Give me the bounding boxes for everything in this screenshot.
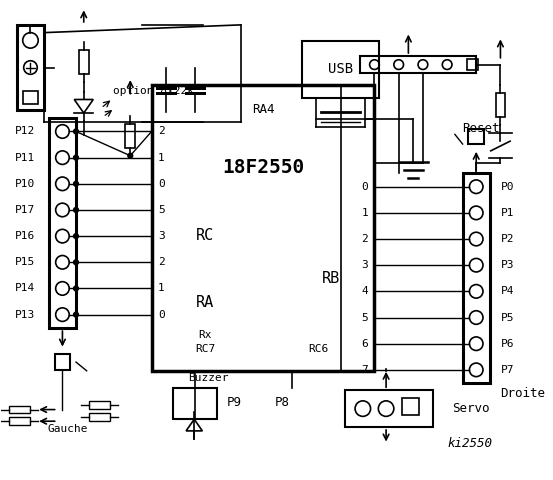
Text: RA4: RA4 [252, 103, 274, 116]
Text: P6: P6 [500, 339, 514, 348]
Text: Rx: Rx [198, 330, 212, 340]
Text: Servo: Servo [452, 402, 489, 415]
Text: P15: P15 [15, 257, 35, 267]
Bar [55, 354, 70, 370]
Bar [346, 390, 432, 427]
Text: P11: P11 [15, 153, 35, 163]
Circle shape [74, 234, 79, 239]
Bar [467, 59, 478, 71]
Text: Reset: Reset [462, 122, 499, 135]
Text: 5: 5 [362, 312, 368, 323]
Text: 4: 4 [362, 287, 368, 296]
Circle shape [74, 129, 79, 134]
Text: RC: RC [196, 228, 214, 243]
Text: 18F2550: 18F2550 [222, 158, 304, 177]
Text: 3: 3 [362, 260, 368, 270]
Text: P14: P14 [15, 284, 35, 293]
Text: option 8x22k: option 8x22k [113, 86, 194, 96]
Text: 2: 2 [158, 126, 165, 136]
Bar [173, 388, 217, 419]
Text: 1: 1 [158, 284, 165, 293]
Text: P4: P4 [500, 287, 514, 296]
Text: Droite: Droite [500, 386, 545, 400]
Text: P7: P7 [500, 365, 514, 375]
Bar [126, 124, 135, 148]
Text: 7: 7 [362, 365, 368, 375]
Text: P1: P1 [500, 208, 514, 218]
Circle shape [74, 155, 79, 160]
Text: P16: P16 [15, 231, 35, 241]
Text: 5: 5 [158, 205, 165, 215]
Bar [360, 56, 476, 73]
Text: 1: 1 [362, 208, 368, 218]
Text: P3: P3 [500, 260, 514, 270]
Text: Gauche: Gauche [47, 424, 87, 434]
Text: P17: P17 [15, 205, 35, 215]
Text: P12: P12 [15, 126, 35, 136]
Text: P9: P9 [226, 396, 242, 409]
Circle shape [74, 312, 79, 317]
Text: 6: 6 [362, 339, 368, 348]
Bar [17, 25, 44, 110]
Bar [23, 91, 38, 104]
Text: P0: P0 [500, 182, 514, 192]
Text: 2: 2 [362, 234, 368, 244]
Bar [463, 173, 490, 384]
Text: RA: RA [196, 296, 214, 311]
Circle shape [74, 181, 79, 186]
Bar [88, 401, 110, 408]
Text: Buzzer: Buzzer [189, 372, 229, 383]
Bar [79, 50, 88, 74]
Bar [495, 93, 505, 117]
Circle shape [74, 286, 79, 291]
Bar [152, 85, 374, 371]
Text: ki2550: ki2550 [447, 437, 492, 450]
Bar [401, 398, 419, 415]
Bar [468, 129, 484, 144]
Text: 3: 3 [158, 231, 165, 241]
Text: RC7: RC7 [195, 344, 215, 354]
Text: 0: 0 [158, 310, 165, 320]
Bar [9, 406, 30, 413]
Circle shape [74, 260, 79, 264]
Text: P10: P10 [15, 179, 35, 189]
Text: 1: 1 [158, 153, 165, 163]
Text: USB: USB [328, 62, 353, 76]
Text: 2: 2 [158, 257, 165, 267]
Text: P13: P13 [15, 310, 35, 320]
Text: RC6: RC6 [308, 344, 328, 354]
Circle shape [74, 207, 79, 212]
Text: 0: 0 [158, 179, 165, 189]
Circle shape [128, 153, 133, 158]
Text: P5: P5 [500, 312, 514, 323]
Text: P2: P2 [500, 234, 514, 244]
Text: P8: P8 [275, 396, 290, 409]
Bar [9, 417, 30, 425]
Text: RB: RB [322, 271, 340, 286]
Bar [49, 118, 76, 328]
Bar [88, 413, 110, 421]
Text: 0: 0 [362, 182, 368, 192]
Bar [302, 41, 379, 97]
